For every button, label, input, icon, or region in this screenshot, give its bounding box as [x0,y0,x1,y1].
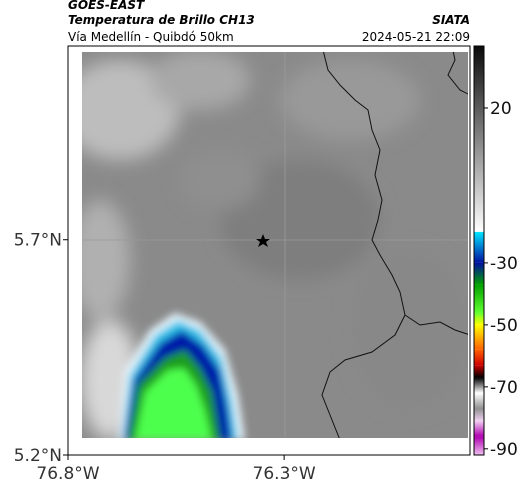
product-label: Temperatura de Brillo CH13 [68,13,255,27]
cloud [82,200,130,320]
cloud [180,150,260,210]
colorbar-segment [474,420,484,437]
colorbar-segment [474,408,484,421]
colorbar-segment [474,365,484,378]
lon-tick-label: 76.3°W [253,464,316,484]
map-ticks: 5.2°N 5.7°N 76.8°W 76.3°W [14,231,316,484]
colorbar-segment [474,324,484,350]
region-label: Vía Medellín - Quibdó 50km [68,30,234,44]
satellite-image [82,52,468,438]
convective-cell [118,313,245,438]
cloud [150,52,250,110]
lon-tick-label: 76.8°W [36,464,99,484]
lat-tick-label: 5.7°N [14,231,62,251]
colorbar-segment [474,262,484,285]
colorbar-tick-label: -70 [490,378,518,398]
lat-tick-label: 5.2°N [14,446,62,466]
satellite-label: GOES-EAST [68,0,145,12]
border-line [322,52,468,335]
colorbar-tick-label: 20 [490,99,512,119]
colorbar-segment [474,349,484,366]
colorbar: 20 -30 -50 -70 -90 [473,45,518,460]
cell-core [135,368,212,438]
colorbar-tick-label: -30 [490,254,518,274]
datetime-label: 2024-05-21 22:09 [362,30,470,44]
colorbar-segment [474,231,484,263]
colorbar-segment [474,377,484,394]
cloud [220,160,380,280]
agency-label: SIATA [432,13,470,27]
cloud [280,60,420,140]
colorbar-segment [474,393,484,409]
colorbar-frame [473,45,485,456]
cloud-texture [82,52,468,438]
cloud [350,250,468,410]
colorbar-segment [474,436,484,455]
colorbar-segment [474,46,484,232]
colorbar-segment [474,312,484,325]
colorbar-tick-label: -50 [490,316,518,336]
location-marker [256,234,270,247]
colorbar-tick-label: -90 [490,440,518,460]
border-line [321,314,406,438]
border-line [447,52,468,95]
colorbar-segment [474,284,484,313]
